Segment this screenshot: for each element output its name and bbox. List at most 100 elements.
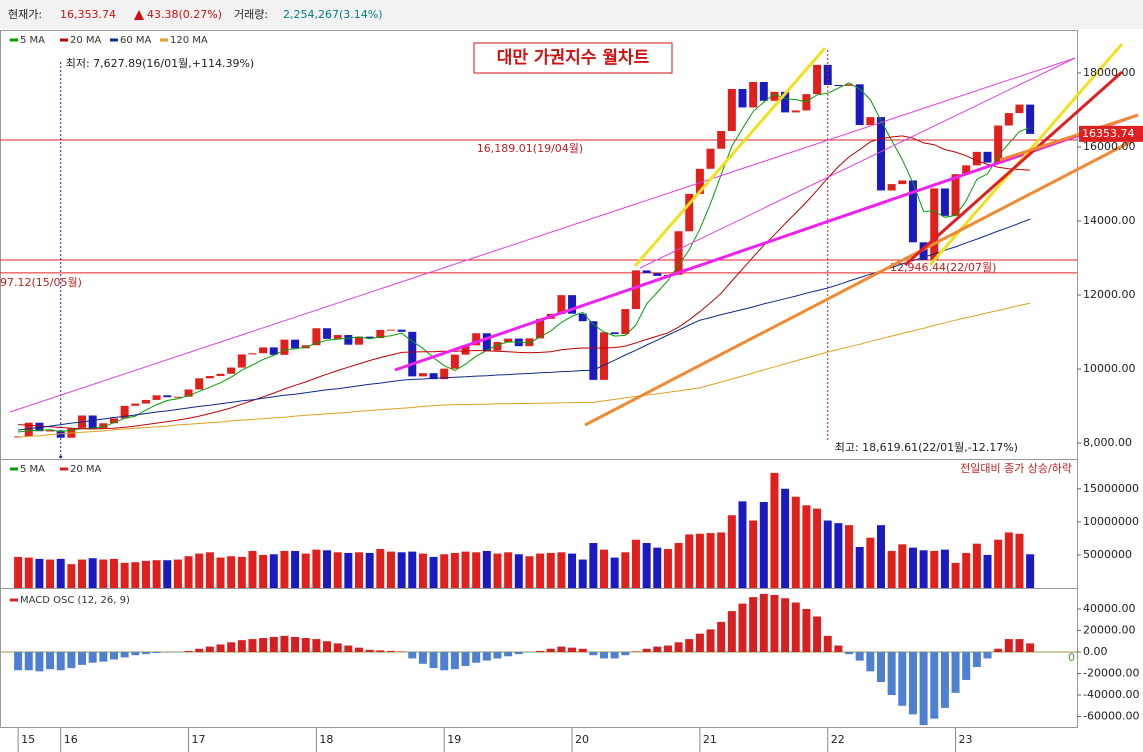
y-tick-label: 10000.00 xyxy=(1083,362,1136,375)
osc-title: MACD OSC (12, 26, 9) xyxy=(20,595,130,606)
candle xyxy=(344,335,353,345)
volume-bar xyxy=(237,556,246,588)
candle xyxy=(908,180,917,243)
volume-bar xyxy=(940,549,949,588)
y-tick-label: 20000.00 xyxy=(1083,623,1136,636)
candle xyxy=(887,184,896,191)
volume-bar xyxy=(99,559,108,588)
x-tick-label: 21 xyxy=(703,733,717,746)
low-marker-label: 최저: 7,627.89(16/01월,+114.39%) xyxy=(66,57,255,70)
candle xyxy=(184,389,193,397)
volume-note: 전일대비 종가 상승/하락 xyxy=(960,461,1072,475)
price: 16,353.74 xyxy=(60,8,116,21)
candle xyxy=(99,423,108,430)
candle xyxy=(312,328,321,346)
candle xyxy=(919,242,928,260)
volume-bar xyxy=(791,496,800,588)
osc-bar xyxy=(791,602,800,652)
osc-bar xyxy=(781,598,790,652)
candle xyxy=(695,168,704,194)
candle xyxy=(685,193,694,232)
osc-bar xyxy=(120,651,129,658)
y-tick-label: 5000000 xyxy=(1083,548,1132,561)
volume-bar xyxy=(855,546,864,588)
volume-bar xyxy=(259,554,268,588)
osc-bar xyxy=(855,651,864,661)
osc-bar xyxy=(1026,643,1035,652)
osc-bar xyxy=(525,651,534,653)
osc-bar xyxy=(205,646,214,652)
candle xyxy=(46,430,55,432)
volume-bar xyxy=(35,558,44,588)
volume-bar xyxy=(525,556,534,588)
volume-bar xyxy=(781,488,790,588)
candle xyxy=(845,84,854,86)
volume-bar xyxy=(834,523,843,588)
volume-bar xyxy=(173,559,182,588)
osc-bar xyxy=(876,651,885,683)
osc-bar xyxy=(546,648,555,652)
osc-bar xyxy=(461,651,470,666)
osc-bar xyxy=(631,651,640,652)
osc-bar xyxy=(46,651,55,670)
volume-bar xyxy=(24,557,33,588)
candle xyxy=(621,309,630,335)
volume-bar xyxy=(333,552,342,588)
candle xyxy=(983,151,992,163)
volume-bar xyxy=(56,558,65,588)
volume-bar xyxy=(557,552,566,588)
osc-bar xyxy=(962,651,971,680)
y-tick-label: -60000.00 xyxy=(1083,709,1139,722)
y-tick-label: 18000.00 xyxy=(1083,66,1136,79)
volume-bar xyxy=(908,547,917,588)
volume-bar xyxy=(163,560,172,588)
volume-bar xyxy=(759,502,768,588)
candle xyxy=(898,180,907,185)
volume-bar xyxy=(642,543,651,588)
y-tick-label: 12000.00 xyxy=(1083,288,1136,301)
osc-bar xyxy=(248,639,257,652)
volume-bar xyxy=(280,550,289,588)
osc-bar xyxy=(930,651,939,719)
level-label: 16,189.01(19/04월) xyxy=(477,142,583,155)
osc-bar xyxy=(397,651,406,652)
candle xyxy=(280,339,289,355)
osc-bar xyxy=(493,651,502,659)
osc-bar xyxy=(951,651,960,693)
candle xyxy=(472,333,481,346)
candle xyxy=(163,395,172,398)
candle xyxy=(951,174,960,216)
osc-bar xyxy=(88,651,97,663)
volume-bar xyxy=(152,560,161,588)
osc-bar xyxy=(802,608,811,652)
candle xyxy=(35,422,44,432)
volume-bar xyxy=(994,539,1003,588)
volume-bar xyxy=(749,520,758,588)
zero-label: 0 xyxy=(1068,651,1075,664)
volume-bar xyxy=(248,550,257,588)
volume-bar xyxy=(589,543,598,588)
osc-bar xyxy=(67,651,76,669)
volume-bar xyxy=(365,552,374,588)
osc-bar xyxy=(557,646,566,652)
candle xyxy=(738,88,747,108)
candle xyxy=(333,335,342,339)
legend-label: 20 MA xyxy=(70,464,102,475)
x-tick-label: 23 xyxy=(959,733,973,746)
chart-title: 대만 가권지수 월차트 xyxy=(497,48,650,68)
candle xyxy=(781,91,790,113)
y-tick-label: -20000.00 xyxy=(1083,666,1139,679)
osc-bar xyxy=(887,651,896,695)
candle xyxy=(259,347,268,354)
candle xyxy=(173,396,182,398)
volume-bar xyxy=(67,564,76,588)
candle xyxy=(461,345,470,355)
candle xyxy=(88,415,97,430)
candle xyxy=(269,347,278,355)
candle xyxy=(600,332,609,380)
legend-label: 20 MA xyxy=(70,35,102,46)
candle xyxy=(482,333,491,351)
x-tick-label: 16 xyxy=(64,733,78,746)
osc-bar xyxy=(450,651,459,670)
